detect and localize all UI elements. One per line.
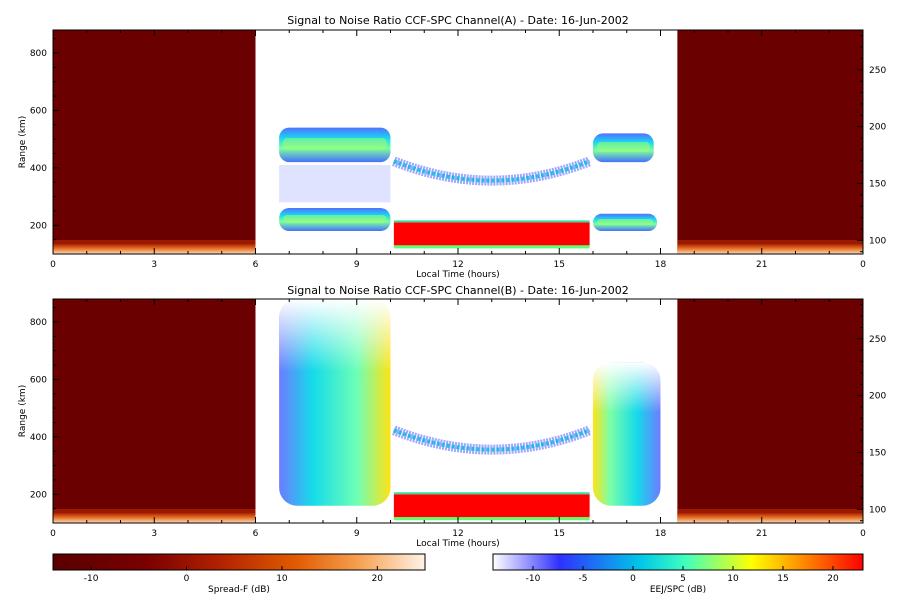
colorbar-gradient [492,553,864,571]
eej-bottom-edge [393,245,590,249]
y2-tick-label: 250 [869,66,886,76]
colorbar-tick-label: 10 [276,574,288,584]
x-tick-label: 9 [354,529,360,539]
x-tick-label: 3 [151,529,157,539]
y-tick-label: 600 [30,375,47,385]
x-tick-label: 6 [253,260,259,270]
colorbar-tick-label: -10 [526,574,541,584]
y-axis-label: Range (km) [18,385,28,437]
x-tick-label: 18 [655,529,667,539]
colorbar-tick-label: -10 [84,574,99,584]
eej-bottom-edge [393,517,590,521]
colorbar-tick-label: 10 [727,574,739,584]
eej-mark [393,222,590,246]
x-tick-label: 0 [860,260,866,270]
x-tick-label: 15 [554,529,565,539]
ground-echo-strip [677,244,863,254]
panel-a: 0 3 6 9 12 15 18 21 0 200 400 600 800 100 150 200 250 Sig… [18,14,886,280]
f-region-fade [279,299,391,372]
x-tick-label: 15 [554,260,565,270]
spread-f-colorbar: -10 0 10 20 Spread-F (dB) [52,553,426,595]
y-tick-label: 600 [30,106,47,116]
ground-echo-fringe [53,240,256,244]
x-tick-label: 6 [253,529,259,539]
colorbar-label: EEJ/SPC (dB) [650,585,706,595]
x-tick-label: 0 [860,529,866,539]
y-tick-label: 200 [30,221,47,231]
colorbar-tick-label: 20 [827,574,839,584]
y-tick-label: 800 [30,318,47,328]
valley-echoes-core [393,428,591,452]
valley-echoes-core [393,159,591,183]
y-tick-label: 400 [30,164,47,174]
ground-echo-fringe [53,509,256,513]
y2-tick-label: 100 [869,236,886,246]
chart-title: Signal to Noise Ratio CCF-SPC Channel(A)… [287,14,628,27]
x-tick-label: 12 [452,529,463,539]
y2-tick-label: 100 [869,505,886,515]
y2-tick-label: 200 [869,123,886,133]
colorbar-tick-label: 20 [372,574,384,584]
spread-f-region [677,299,863,523]
y2-tick-label: 250 [869,335,886,345]
spread-f-region [53,30,256,254]
x-axis-label: Local Time (hours) [416,539,499,549]
eej-top-edge [393,492,590,495]
colorbar-gradient [52,553,426,571]
y-tick-label: 400 [30,433,47,443]
colorbar-tick-label: 15 [777,574,788,584]
y2-tick-label: 150 [869,449,886,459]
spread-f-region [53,299,256,523]
colorbar-tick-label: 0 [630,574,636,584]
eej-mark [393,494,590,518]
x-tick-label: 0 [50,529,56,539]
x-tick-label: 18 [655,260,667,270]
eej-top-edge [393,220,590,223]
layer-core [283,214,387,223]
colorbar-tick-label: 5 [680,574,686,584]
x-tick-label: 3 [151,260,157,270]
layer-core [597,218,654,225]
ground-echo-strip [677,513,863,523]
chart-title: Signal to Noise Ratio CCF-SPC Channel(B)… [287,284,629,297]
x-tick-label: 9 [354,260,360,270]
x-tick-label: 21 [756,529,767,539]
ground-echo-fringe [677,509,863,513]
f-region-fade [593,362,661,413]
layer-core [597,142,650,153]
colorbar-label: Spread-F (dB) [208,585,270,595]
y2-tick-label: 200 [869,392,886,402]
y-axis-label: Range (km) [18,116,28,168]
x-tick-label: 12 [452,260,463,270]
x-axis-label: Local Time (hours) [416,270,499,280]
colorbar-tick-label: 0 [184,574,190,584]
y-tick-label: 200 [30,490,47,500]
spread-f-region [677,30,863,254]
x-tick-label: 0 [50,260,56,270]
colorbar-tick-label: -5 [579,574,588,584]
y-tick-label: 800 [30,49,47,59]
spread-echo-haze [279,164,391,203]
eej-spc-colorbar: -10 -5 0 5 10 15 20 EEJ/SPC (dB) [492,553,864,595]
y2-tick-label: 150 [869,180,886,190]
x-tick-label: 21 [756,260,767,270]
layer-core [283,137,387,151]
ground-echo-fringe [677,240,863,244]
panel-b: 0 3 6 9 12 15 18 21 0 200 400 600 800 100 150 200 250 Sig… [18,284,886,549]
